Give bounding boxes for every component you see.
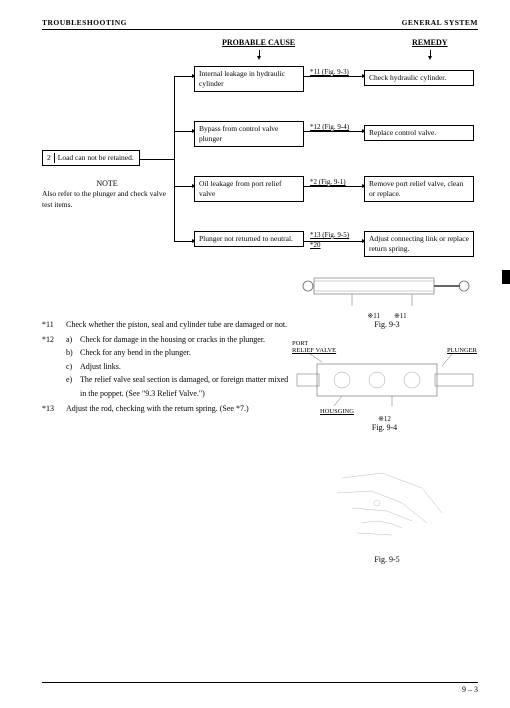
valve-diagram-icon [292, 354, 477, 406]
header-right: GENERAL SYSTEM [402, 18, 478, 27]
cause-box-2: Bypass from control valve plunger [194, 121, 304, 147]
figure-9-3: ※11 ※11 Fig. 9-3 [302, 266, 472, 329]
figure-9-5: Fig. 9-5 [302, 463, 472, 564]
fig94-port-label: PORT [292, 340, 477, 347]
spring-diagram-icon [302, 463, 472, 553]
fig95-caption: Fig. 9-5 [302, 555, 472, 564]
fig93-caption: Fig. 9-3 [302, 320, 472, 329]
cylinder-diagram-icon [302, 266, 472, 310]
condition-text: Load can not be retained. [58, 153, 134, 163]
note-title: NOTE [42, 178, 172, 189]
remedy-box-1: Check hydraulic cylinder. [364, 70, 474, 86]
fig94-housing-label: HOUSGING [320, 408, 354, 415]
remedy-box-4: Adjust connecting link or replace return… [364, 231, 474, 257]
fig94-caption: Fig. 9-4 [292, 423, 477, 432]
cause-box-3: Oil leakage from port relief valve [194, 176, 304, 202]
note-12: *12 a)Check for damage in the housing or… [42, 333, 292, 401]
figures-column: ※11 ※11 Fig. 9-3 PORT RELIEF VALVE PLUNG… [292, 278, 478, 416]
remedy-box-2: Replace control valve. [364, 125, 474, 141]
note-block: NOTE Also refer to the plunger and check… [42, 178, 172, 210]
notes-section: *11 Check whether the piston, seal and c… [42, 278, 478, 416]
flowchart: PROBABLE CAUSE REMEDY 2 Load can not be … [42, 38, 478, 268]
fig93-marks: ※11 ※11 [302, 312, 472, 320]
note-13: *13 Adjust the rod, checking with the re… [42, 402, 292, 416]
fig94-plunger-label: PLUNGER [447, 347, 477, 354]
ref-4b: *20 [310, 241, 321, 249]
cause-box-1: Internal leakage in hydraulic cylinder [194, 66, 304, 92]
probable-cause-header: PROBABLE CAUSE [222, 38, 295, 47]
page-number: 9 – 3 [462, 685, 478, 694]
header-left: TROUBLESHOOTING [42, 18, 127, 27]
fig94-mark: ※12 [292, 415, 477, 423]
page-footer: 9 – 3 [42, 682, 478, 694]
remedy-box-3: Remove port relief valve, clean or repla… [364, 176, 474, 202]
note-text: Also refer to the plunger and check valv… [42, 189, 172, 210]
remedy-header: REMEDY [412, 38, 448, 47]
fig94-relief-label: RELIEF VALVE [292, 347, 336, 354]
ref-4a: *13 (Fig. 9-5) [310, 231, 349, 239]
page-header: TROUBLESHOOTING GENERAL SYSTEM [42, 18, 478, 30]
condition-box: 2 Load can not be retained. [42, 150, 140, 166]
condition-num: 2 [47, 153, 55, 163]
notes-text: *11 Check whether the piston, seal and c… [42, 278, 292, 416]
figure-9-4: PORT RELIEF VALVE PLUNGER [292, 340, 477, 432]
cause-box-4: Plunger not returned to neutral. [194, 231, 304, 247]
note-11: *11 Check whether the piston, seal and c… [42, 318, 292, 332]
side-tab-mark [502, 270, 510, 284]
